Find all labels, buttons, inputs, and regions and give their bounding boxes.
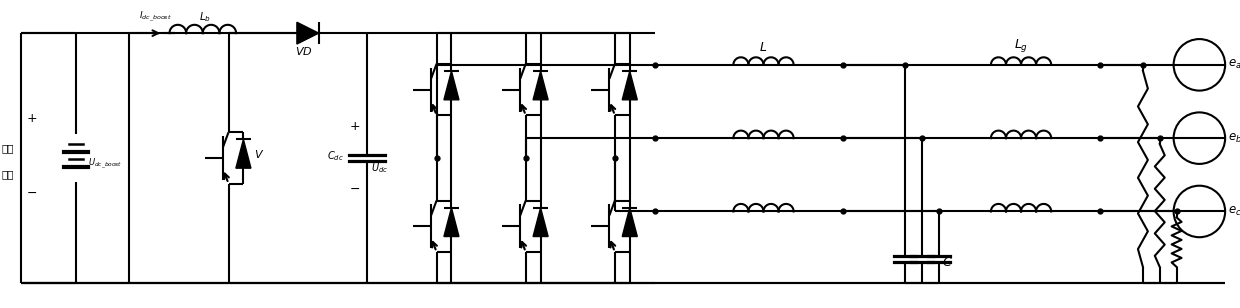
Text: $C$: $C$ <box>942 257 952 270</box>
Text: $U_{dc\_boost}$: $U_{dc\_boost}$ <box>88 157 123 171</box>
Text: −: − <box>27 187 37 200</box>
Text: $VD$: $VD$ <box>295 45 312 57</box>
Text: $e_b$: $e_b$ <box>1228 132 1240 145</box>
Text: $L_g$: $L_g$ <box>1014 37 1028 54</box>
Text: $L$: $L$ <box>759 41 768 54</box>
Text: $e_a$: $e_a$ <box>1228 58 1240 71</box>
Polygon shape <box>533 71 548 100</box>
Polygon shape <box>296 22 319 44</box>
Text: 电池: 电池 <box>1 169 14 179</box>
Text: $U_{dc}$: $U_{dc}$ <box>371 161 388 175</box>
Text: 光伏: 光伏 <box>1 143 14 153</box>
Text: $C_{dc}$: $C_{dc}$ <box>326 149 343 163</box>
Text: −: − <box>350 183 361 196</box>
Polygon shape <box>533 208 548 237</box>
Polygon shape <box>236 140 250 168</box>
Text: $I_{dc\_boost}$: $I_{dc\_boost}$ <box>139 10 172 24</box>
Text: +: + <box>350 120 361 133</box>
Polygon shape <box>622 208 637 237</box>
Text: $e_c$: $e_c$ <box>1228 205 1240 218</box>
Polygon shape <box>444 71 459 100</box>
Text: $V$: $V$ <box>254 148 264 160</box>
Text: +: + <box>27 112 37 125</box>
Text: $L_b$: $L_b$ <box>198 10 211 24</box>
Polygon shape <box>622 71 637 100</box>
Polygon shape <box>444 208 459 237</box>
